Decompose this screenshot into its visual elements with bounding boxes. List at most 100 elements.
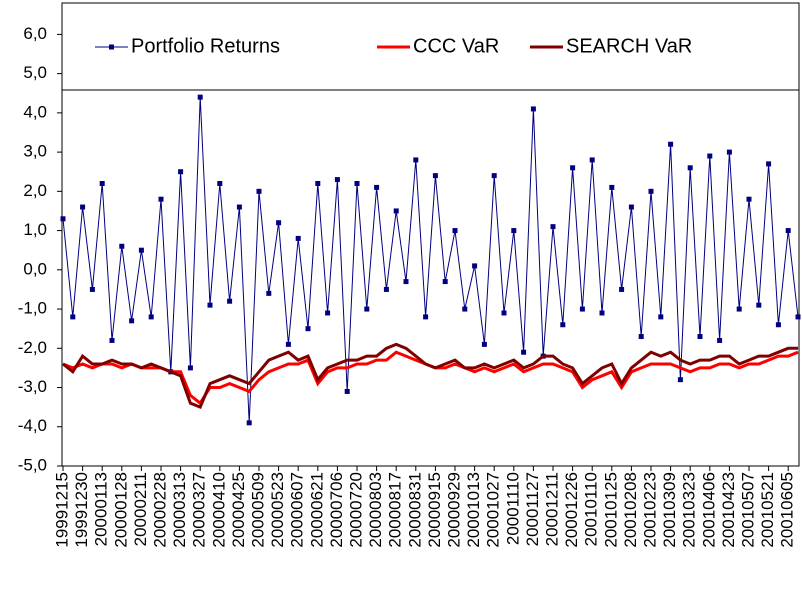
point-marker [638, 334, 644, 340]
y-tick-label: -5,0 [18, 455, 47, 474]
point-marker [374, 184, 380, 190]
point-marker [197, 94, 203, 100]
legend-label: CCC VaR [413, 35, 499, 57]
point-marker [609, 184, 615, 190]
x-tick-label: 19991230 [72, 472, 91, 548]
legend [61, 2, 800, 91]
x-tick-label: 20000621 [307, 472, 326, 548]
point-marker [178, 169, 184, 175]
point-marker [746, 196, 752, 202]
point-marker [276, 220, 282, 226]
point-marker [295, 235, 301, 241]
x-tick-label: 20000831 [405, 472, 424, 548]
point-marker [687, 165, 693, 171]
point-marker [423, 314, 429, 320]
x-tick-label: 20000228 [150, 472, 169, 548]
point-marker [60, 216, 66, 222]
x-tick-label: 20010507 [738, 472, 757, 548]
point-marker [285, 341, 291, 347]
series-line [62, 342, 798, 410]
x-tick-label: 20000720 [346, 472, 365, 548]
point-marker [158, 196, 164, 202]
point-marker [138, 247, 144, 253]
series-line [62, 350, 799, 406]
point-marker [393, 208, 399, 214]
point-marker [383, 286, 389, 292]
point-marker [756, 302, 762, 308]
point-marker [129, 318, 135, 324]
point-marker [628, 204, 634, 210]
point-marker [403, 279, 409, 285]
point-marker [560, 322, 566, 328]
point-marker [717, 337, 723, 343]
point-marker [501, 310, 507, 316]
point-marker [344, 388, 350, 394]
x-tick-label: 20000211 [131, 472, 150, 546]
x-tick-label: 20001027 [484, 472, 503, 548]
point-marker [579, 306, 585, 312]
x-tick-label: 20010406 [699, 472, 718, 548]
point-marker [472, 263, 478, 269]
point-marker [462, 306, 468, 312]
point-marker [217, 180, 223, 186]
legend-label: Portfolio Returns [131, 35, 280, 57]
legend-marker [109, 44, 114, 50]
point-marker [442, 279, 448, 285]
point-marker [648, 188, 654, 194]
point-marker [481, 341, 487, 347]
x-tick-label: 20010309 [660, 472, 679, 548]
point-marker [511, 228, 517, 234]
x-tick-label: 20000509 [248, 472, 267, 548]
point-marker [775, 322, 781, 328]
point-marker [766, 161, 772, 167]
x-tick-label: 20010125 [601, 472, 620, 548]
x-tick-label: 20010110 [582, 472, 601, 546]
legend-label: SEARCH VaR [566, 35, 692, 57]
x-tick-label: 20000607 [288, 472, 307, 548]
y-tick-label: -3,0 [18, 377, 47, 396]
y-tick-label: 0,0 [23, 259, 47, 278]
x-tick-label: 20001110 [503, 472, 522, 545]
y-tick-label: 5,0 [23, 63, 47, 82]
y-tick-label: -1,0 [18, 299, 47, 318]
x-tick-label: 20000425 [229, 472, 248, 548]
point-marker [364, 306, 370, 312]
x-tick-label: 20001226 [562, 472, 581, 548]
point-marker [697, 334, 703, 340]
point-marker [491, 173, 497, 179]
point-marker [89, 286, 95, 292]
point-marker [305, 326, 311, 332]
point-marker [70, 314, 76, 320]
x-tick-label: 20001013 [464, 472, 483, 548]
point-marker [736, 306, 742, 312]
x-tick-label: 20000915 [425, 472, 444, 548]
point-marker [207, 302, 213, 308]
y-tick-label: -2,0 [18, 338, 47, 357]
point-marker [109, 337, 115, 343]
point-marker [432, 173, 438, 179]
point-marker [521, 349, 527, 355]
x-tick-label: 20000128 [111, 472, 130, 548]
point-marker [334, 177, 340, 183]
x-tick-label: 20000929 [444, 472, 463, 548]
point-marker [256, 188, 262, 194]
point-marker [187, 365, 193, 371]
point-marker [530, 106, 536, 112]
point-marker [619, 286, 625, 292]
point-marker [354, 180, 360, 186]
point-marker [726, 149, 732, 155]
series-line [62, 97, 799, 423]
x-tick-label: 20010423 [719, 472, 738, 548]
point-marker [668, 141, 674, 147]
point-marker [99, 180, 105, 186]
point-marker [413, 157, 419, 163]
x-tick-label: 20000313 [170, 472, 189, 548]
y-tick-label: -4,0 [18, 416, 47, 435]
x-tick-label: 20010605 [778, 472, 797, 548]
y-tick-label: 6,0 [23, 24, 47, 43]
point-marker [795, 314, 801, 320]
x-tick-label: 20000327 [190, 472, 209, 548]
point-marker [266, 290, 272, 296]
point-marker [325, 310, 331, 316]
